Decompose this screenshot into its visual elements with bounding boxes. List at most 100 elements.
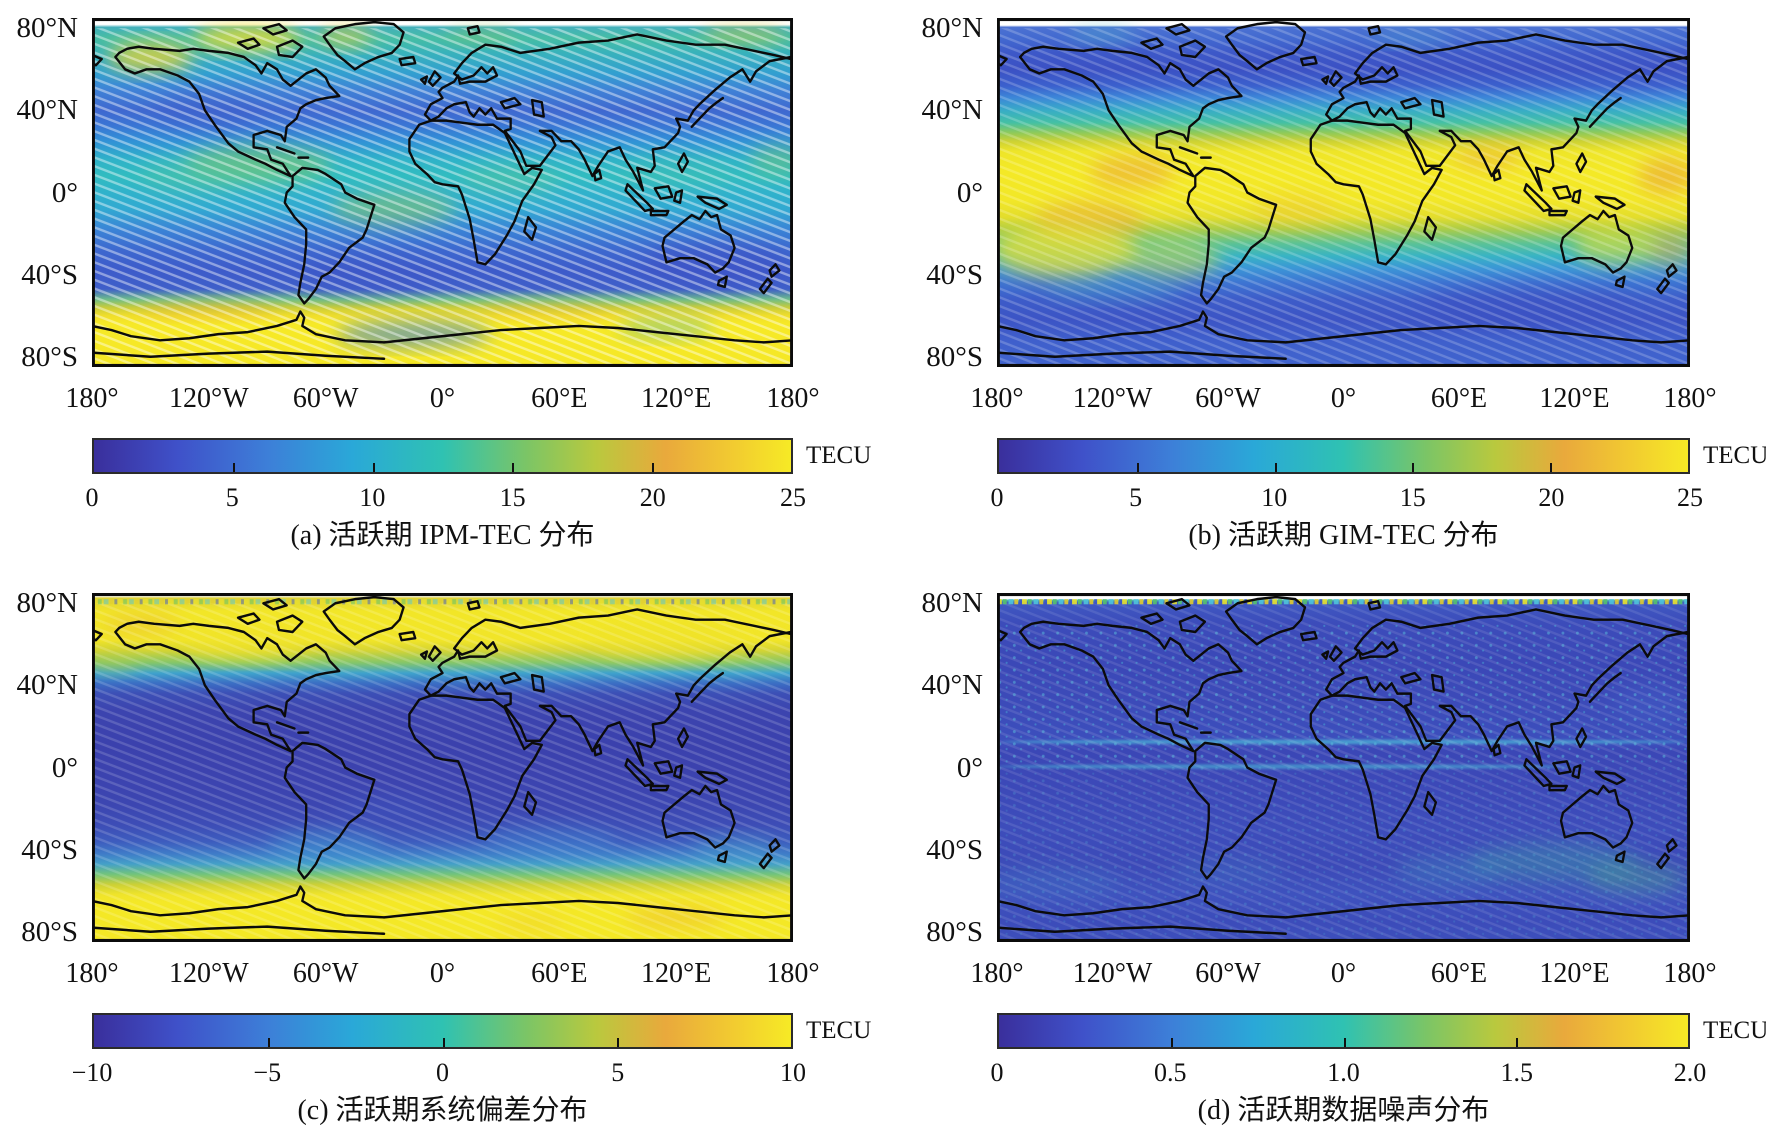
- lat-tick-label: 80°S: [926, 340, 983, 373]
- lon-tick-label: 0°: [1330, 383, 1357, 414]
- colorbar-d: [997, 1013, 1690, 1049]
- lon-tick-label: 120°E: [641, 383, 712, 414]
- lon-tick-label: 120°W: [1072, 383, 1153, 414]
- colorbar-tick: [1412, 463, 1415, 472]
- colorbar-tick-label: 20: [639, 483, 666, 512]
- map-panel-d: [997, 593, 1690, 942]
- lon-tick-label: 60°E: [531, 958, 588, 989]
- lon-tick-label: 120°E: [1539, 383, 1610, 414]
- colorbar-tick: [372, 463, 375, 472]
- lat-tick-label: 40°S: [926, 258, 983, 291]
- lat-tick-label: 40°S: [21, 258, 78, 291]
- map-panel-a: [92, 18, 793, 367]
- lon-tick-label: 180°: [766, 958, 820, 989]
- lat-tick-label: 0°: [956, 751, 983, 784]
- lat-tick-label: 40°S: [21, 833, 78, 866]
- lon-tick-label: 120°W: [169, 958, 249, 989]
- lat-tick-label: 0°: [51, 176, 78, 209]
- colorbar-tick-label: 0: [990, 1058, 1004, 1087]
- colorbar-tick-label: 5: [225, 483, 239, 512]
- colorbar-a: [92, 438, 793, 474]
- colorbar-tick-label: 20: [1538, 483, 1565, 512]
- lon-tick-label: 120°W: [169, 383, 249, 414]
- map-panel-b: [997, 18, 1690, 367]
- panel-caption-c: (c) 活跃期系统偏差分布: [297, 1095, 588, 1126]
- lon-tick-label: 180°: [970, 383, 1024, 414]
- map-panel-c: [92, 593, 793, 942]
- lon-tick-label: 60°W: [292, 958, 359, 989]
- colorbar-tick-label: −10: [71, 1058, 113, 1087]
- colorbar-unit-label: TECU: [806, 1017, 872, 1044]
- lat-tick-label: 40°N: [16, 94, 78, 127]
- colorbar-tick: [233, 463, 236, 472]
- colorbar-tick: [1343, 1038, 1346, 1047]
- colorbar-tick-label: 5: [611, 1058, 625, 1087]
- lon-tick-label: 120°E: [1539, 958, 1610, 989]
- colorbar-tick-label: 0.5: [1154, 1058, 1187, 1087]
- colorbar-tick-label: 2.0: [1673, 1058, 1707, 1087]
- colorbar-tick-label: −5: [253, 1058, 282, 1087]
- colorbar-tick: [1274, 463, 1277, 472]
- lon-tick-label: 180°: [65, 958, 119, 989]
- colorbar-tick-label: 10: [780, 1058, 806, 1087]
- colorbar-c: [92, 1013, 793, 1049]
- lat-tick-label: 80°N: [16, 587, 78, 620]
- lat-tick-label: 40°S: [926, 833, 983, 866]
- panel-caption-d: (d) 活跃期数据噪声分布: [1197, 1095, 1490, 1126]
- lat-tick-label: 40°N: [16, 669, 78, 702]
- lon-tick-label: 120°E: [641, 958, 712, 989]
- colorbar-tick-label: 1.5: [1500, 1058, 1534, 1087]
- colorbar-tick: [651, 463, 654, 472]
- lon-tick-label: 180°: [766, 383, 820, 414]
- lon-tick-label: 60°W: [1195, 383, 1261, 414]
- lon-tick-label: 60°E: [1430, 958, 1488, 989]
- lon-tick-label: 60°W: [1195, 958, 1261, 989]
- lat-tick-label: 0°: [51, 751, 78, 784]
- lat-tick-label: 80°S: [21, 340, 78, 373]
- colorbar-tick: [268, 1038, 271, 1047]
- colorbar-tick-label: 1.0: [1327, 1058, 1360, 1087]
- lon-tick-label: 60°E: [1430, 383, 1488, 414]
- lat-tick-label: 80°N: [16, 12, 78, 45]
- colorbar-tick-label: 10: [359, 483, 386, 512]
- colorbar-tick-label: 25: [1677, 483, 1703, 512]
- lon-tick-label: 0°: [1330, 958, 1357, 989]
- colorbar-tick-label: 10: [1261, 483, 1288, 512]
- lat-tick-label: 0°: [956, 176, 983, 209]
- lon-tick-label: 180°: [970, 958, 1024, 989]
- panel-caption-b: (b) 活跃期 GIM-TEC 分布: [1188, 520, 1499, 551]
- colorbar-tick: [512, 463, 515, 472]
- colorbar-tick: [1550, 463, 1553, 472]
- panel-caption-a: (a) 活跃期 IPM-TEC 分布: [290, 520, 595, 551]
- lon-tick-label: 180°: [65, 383, 119, 414]
- colorbar-tick: [1171, 1038, 1174, 1047]
- colorbar-tick: [1515, 1038, 1518, 1047]
- colorbar-tick-label: 25: [780, 483, 806, 512]
- lon-tick-label: 120°W: [1072, 958, 1153, 989]
- colorbar-tick-label: 0: [990, 483, 1004, 512]
- colorbar-tick: [1136, 463, 1139, 472]
- lon-tick-label: 180°: [1663, 958, 1717, 989]
- lon-tick-label: 60°E: [531, 383, 588, 414]
- colorbar-tick-label: 0: [85, 483, 99, 512]
- lat-tick-label: 80°N: [921, 12, 983, 45]
- lat-tick-label: 40°N: [921, 94, 983, 127]
- lon-tick-label: 60°W: [292, 383, 359, 414]
- colorbar-unit-label: TECU: [1703, 1017, 1766, 1044]
- colorbar-tick: [442, 1038, 445, 1047]
- colorbar-unit-label: TECU: [1703, 442, 1766, 469]
- lon-tick-label: 0°: [429, 958, 456, 989]
- lat-tick-label: 80°N: [921, 587, 983, 620]
- colorbar-b: [997, 438, 1690, 474]
- colorbar-tick-label: 15: [1399, 483, 1426, 512]
- colorbar-tick-label: 0: [436, 1058, 449, 1087]
- lat-tick-label: 80°S: [21, 915, 78, 948]
- lat-tick-label: 80°S: [926, 915, 983, 948]
- colorbar-unit-label: TECU: [806, 442, 872, 469]
- lon-tick-label: 0°: [429, 383, 456, 414]
- lat-tick-label: 40°N: [921, 669, 983, 702]
- colorbar-tick: [616, 1038, 619, 1047]
- lon-tick-label: 180°: [1663, 383, 1717, 414]
- colorbar-tick-label: 15: [499, 483, 526, 512]
